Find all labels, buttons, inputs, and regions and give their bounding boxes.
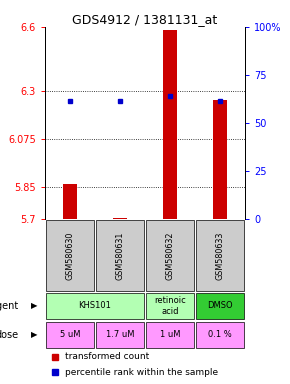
Text: retinoic
acid: retinoic acid [154, 296, 186, 316]
Text: 1.7 uM: 1.7 uM [106, 330, 134, 339]
Text: transformed count: transformed count [65, 353, 149, 361]
Bar [46, 220, 94, 291]
Bar [63, 184, 77, 219]
Text: 0.1 %: 0.1 % [208, 330, 232, 339]
Text: percentile rank within the sample: percentile rank within the sample [65, 368, 218, 377]
Bar [196, 220, 244, 291]
Bar [146, 293, 194, 319]
Bar [113, 218, 127, 219]
Bar [96, 220, 144, 291]
Text: GSM580630: GSM580630 [66, 231, 75, 280]
Bar [146, 220, 194, 291]
Bar [46, 293, 144, 319]
Text: KHS101: KHS101 [79, 301, 111, 310]
Text: DMSO: DMSO [207, 301, 233, 310]
Bar [146, 321, 194, 348]
Bar [46, 321, 94, 348]
Text: GSM580632: GSM580632 [166, 231, 175, 280]
Text: dose: dose [0, 330, 19, 340]
Text: ▶: ▶ [31, 330, 37, 339]
Text: GSM580633: GSM580633 [215, 231, 224, 280]
Text: 1 uM: 1 uM [160, 330, 180, 339]
Bar [196, 293, 244, 319]
Title: GDS4912 / 1381131_at: GDS4912 / 1381131_at [72, 13, 218, 26]
Bar [96, 321, 144, 348]
Text: ▶: ▶ [31, 301, 37, 310]
Text: 5 uM: 5 uM [60, 330, 80, 339]
Text: GSM580631: GSM580631 [115, 231, 124, 280]
Bar [196, 321, 244, 348]
Bar [213, 99, 227, 219]
Text: agent: agent [0, 301, 19, 311]
Bar [163, 30, 177, 219]
